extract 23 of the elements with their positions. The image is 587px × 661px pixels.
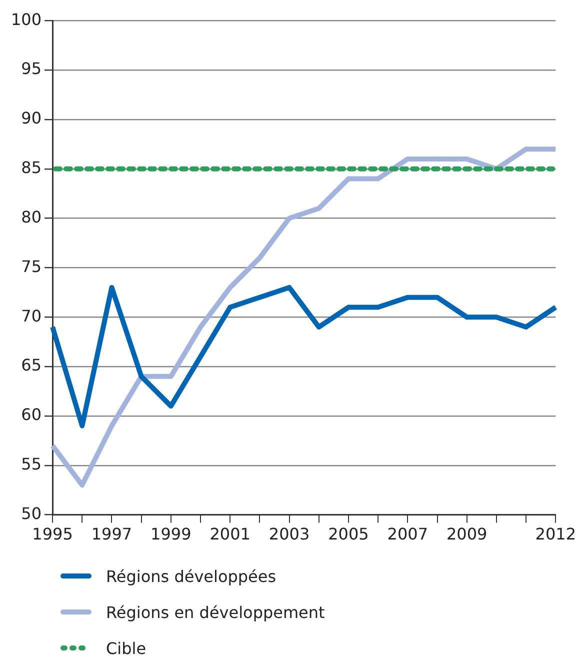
y-tick-label: 80 xyxy=(21,207,42,226)
y-tick-label: 50 xyxy=(21,504,42,523)
y-tick-label: 75 xyxy=(21,256,42,276)
legend-label: Régions en développement xyxy=(106,602,325,622)
x-tick-label: 1999 xyxy=(150,524,192,544)
x-tick-label: 2005 xyxy=(328,524,369,544)
x-tick-label: 2009 xyxy=(446,524,488,544)
y-tick-label: 100 xyxy=(10,10,42,29)
y-tick-label: 90 xyxy=(21,108,42,128)
x-tick-label: 2001 xyxy=(210,524,250,544)
y-tick-label: 60 xyxy=(21,405,42,424)
y-tick-label: 65 xyxy=(21,356,42,375)
x-tick-label: 1997 xyxy=(91,524,132,544)
y-tick-label: 70 xyxy=(21,306,42,326)
legend-label: Cible xyxy=(106,638,146,658)
y-tick-label: 95 xyxy=(21,59,42,78)
legend-label: Régions développées xyxy=(106,566,276,586)
y-tick-label: 55 xyxy=(21,454,42,474)
x-tick-label: 2012 xyxy=(535,524,576,544)
x-tick-label: 2003 xyxy=(268,524,310,544)
y-tick-label: 85 xyxy=(21,158,42,178)
x-tick-label: 1995 xyxy=(32,524,73,544)
x-tick-label: 2007 xyxy=(387,524,428,544)
